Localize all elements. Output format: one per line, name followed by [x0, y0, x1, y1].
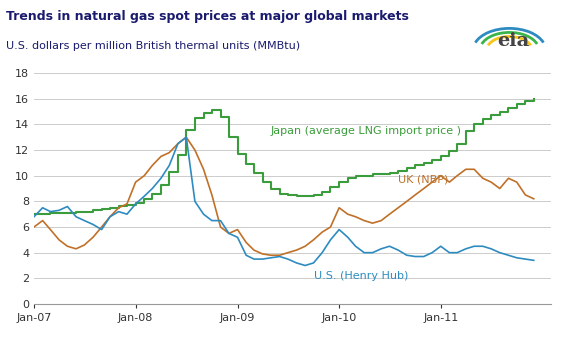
Text: UK (NBP): UK (NBP) [398, 174, 448, 185]
Text: U.S. (Henry Hub): U.S. (Henry Hub) [314, 271, 408, 281]
Text: eia: eia [498, 32, 530, 50]
Text: Japan (average LNG import price ): Japan (average LNG import price ) [271, 126, 462, 136]
Text: Trends in natural gas spot prices at major global markets: Trends in natural gas spot prices at maj… [6, 10, 409, 23]
Text: U.S. dollars per million British thermal units (MMBtu): U.S. dollars per million British thermal… [6, 41, 300, 51]
